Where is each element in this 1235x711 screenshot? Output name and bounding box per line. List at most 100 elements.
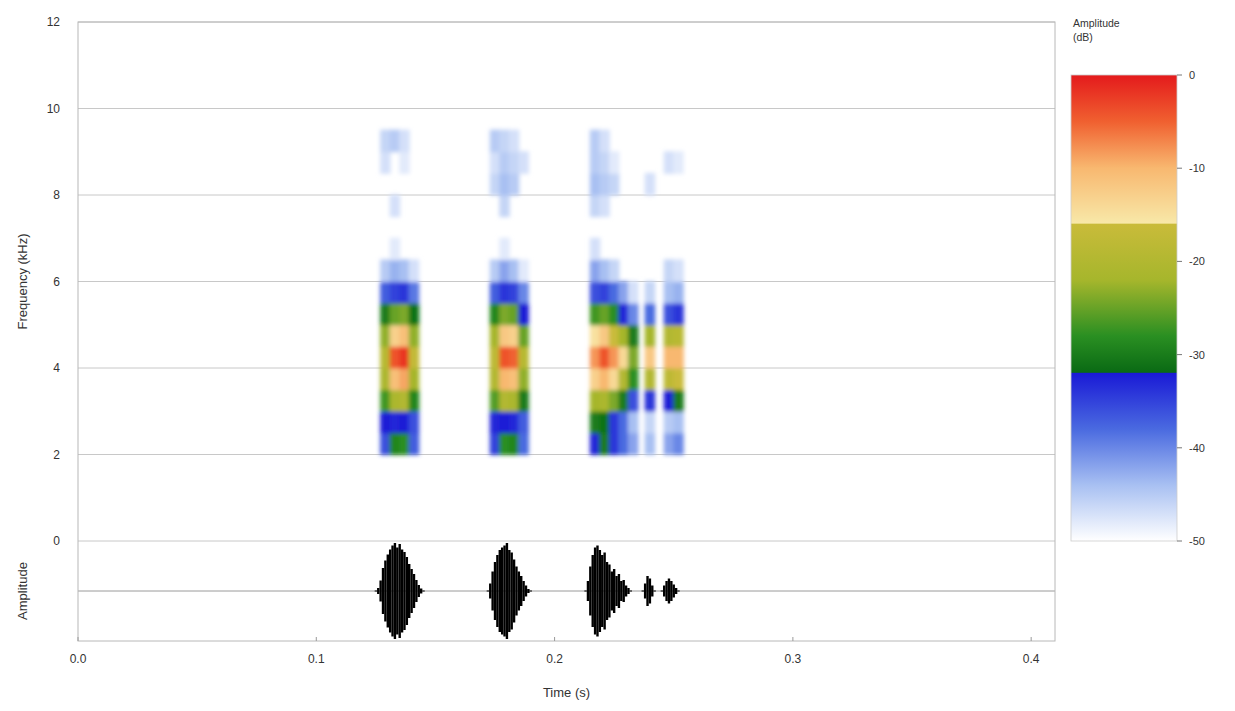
spectrogram-cell	[509, 151, 520, 174]
waveform-sample	[384, 561, 386, 622]
waveform-sample	[589, 567, 591, 616]
spectrogram-cell	[390, 195, 401, 218]
spectrogram-cell	[609, 368, 620, 391]
spectrogram-cell	[664, 259, 675, 282]
spectrogram-cell	[380, 411, 391, 434]
spectrogram-cell	[628, 346, 639, 369]
spectrogram-cell	[380, 303, 391, 326]
spectrogram-cell	[490, 368, 501, 391]
spectrogram-cell	[399, 368, 410, 391]
waveform-sample	[606, 562, 608, 620]
spectrogram-cell	[609, 432, 620, 455]
spectrogram-cell	[499, 195, 510, 218]
spectrogram-cell	[664, 151, 675, 174]
spectrogram-cell	[628, 432, 639, 455]
spectrogram-cell	[509, 130, 520, 153]
spectrogram-cell	[390, 389, 401, 412]
spectrogram-cell	[609, 259, 620, 282]
waveform-sample	[665, 581, 667, 601]
waveform-sample	[596, 546, 598, 637]
spectrogram-cell	[645, 389, 656, 412]
spectrogram-cell	[590, 281, 601, 304]
waveform-sample	[644, 584, 646, 599]
spectrogram-cell	[673, 324, 684, 347]
spectrogram-cell	[609, 324, 620, 347]
spectrogram-cell	[409, 303, 420, 326]
spectrogram-cell	[499, 303, 510, 326]
waveform-sample	[663, 586, 665, 597]
waveform-sample	[594, 548, 596, 635]
waveform-sample	[379, 581, 381, 602]
spectrogram-cell	[499, 368, 510, 391]
spectrogram-cell	[590, 259, 601, 282]
spectrogram-cell	[518, 324, 529, 347]
waveform-sample	[661, 591, 663, 592]
spectrogram-cell	[590, 238, 601, 261]
spectrogram-cell	[499, 411, 510, 434]
spectrogram-cell	[490, 411, 501, 434]
spectrogram-cell	[409, 324, 420, 347]
y-tick-label: 4	[53, 361, 60, 375]
spectrogram-cell	[518, 411, 529, 434]
colorbar-title: Amplitude(dB)	[1073, 17, 1120, 43]
waveform-sample	[673, 585, 675, 598]
spectrogram-cell	[628, 324, 639, 347]
waveform-sample	[599, 550, 601, 632]
waveform-sample	[406, 557, 408, 625]
spectrogram-cell	[599, 432, 610, 455]
waveform-sample	[670, 581, 672, 601]
spectrogram-cell	[509, 432, 520, 455]
x-tick-label: 0.4	[1023, 652, 1040, 666]
colorbar-tick	[1177, 261, 1182, 262]
spectrogram-cell	[409, 411, 420, 434]
spectrogram-cell	[673, 411, 684, 434]
waveform-sample	[494, 562, 496, 620]
spectrogram-cell	[618, 368, 629, 391]
waveform-sample	[394, 543, 396, 639]
waveform-sample	[491, 572, 493, 611]
spectrogram-cell	[509, 303, 520, 326]
x-tick-label: 0.2	[546, 652, 563, 666]
spectrogram-cell	[409, 389, 420, 412]
spectrogram-cell	[409, 368, 420, 391]
waveform-sample	[601, 555, 603, 627]
waveform-sample	[649, 579, 651, 604]
spectrogram-cell	[390, 259, 401, 282]
spectrogram-cell	[380, 432, 391, 455]
spectrogram-cell	[490, 173, 501, 196]
spectrogram-cell	[673, 151, 684, 174]
spectrogram-cell	[673, 368, 684, 391]
y-tick-label: 12	[47, 15, 61, 29]
spectrogram-cell	[399, 130, 410, 153]
waveform-sample	[410, 569, 412, 613]
spectrogram-cell	[599, 368, 610, 391]
spectrogram-cell	[599, 130, 610, 153]
spectrogram-cell	[499, 432, 510, 455]
spectrogram-cell	[590, 432, 601, 455]
spectrogram-cell	[599, 346, 610, 369]
colorbar-tick	[1177, 354, 1182, 355]
spectrogram-cell	[599, 259, 610, 282]
waveform-sample	[525, 586, 527, 597]
spectrogram-cell	[609, 151, 620, 174]
spectrogram-cell	[380, 368, 391, 391]
spectrogram-cell	[390, 432, 401, 455]
spectrogram-cell	[380, 259, 391, 282]
spectrogram-cell	[399, 389, 410, 412]
colorbar-title-line: (dB)	[1073, 31, 1093, 43]
colorbar-tick-label: -40	[1189, 442, 1205, 454]
spectrogram-cell	[618, 432, 629, 455]
x-tick-label: 0.1	[308, 652, 325, 666]
spectrogram-cell	[609, 411, 620, 434]
spectrogram-cell	[509, 324, 520, 347]
spectrogram-cell	[599, 303, 610, 326]
waveform-sample	[389, 550, 391, 633]
grid-line	[78, 541, 1055, 542]
waveform-sample	[515, 567, 517, 616]
spectrogram-cell	[609, 173, 620, 196]
x-tick	[78, 637, 79, 641]
spectrogram-cell	[518, 259, 529, 282]
waveform-sample	[611, 572, 613, 611]
x-tick	[1031, 637, 1032, 641]
spectrogram-cell	[609, 281, 620, 304]
